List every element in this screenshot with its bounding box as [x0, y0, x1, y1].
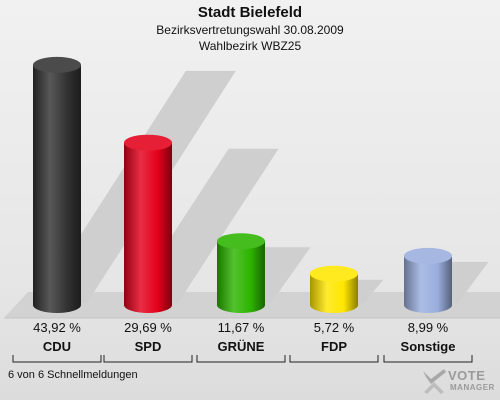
category-label: FDP: [321, 339, 347, 354]
value-label: 5,72 %: [314, 320, 355, 335]
footer-note: 6 von 6 Schnellmeldungen: [8, 369, 138, 381]
chart-subtitle-election: Bezirksvertretungswahl 30.08.2009: [156, 23, 344, 37]
logo-text-vote: VOTE: [448, 368, 486, 383]
category-label: CDU: [43, 339, 71, 354]
bars: [33, 56, 452, 314]
bar-spd: [124, 134, 172, 313]
value-label: 11,67 %: [218, 320, 265, 335]
bar-body: [310, 273, 358, 313]
bar-top: [217, 233, 265, 250]
bar-body: [33, 64, 81, 314]
logo-text-manager: MANAGER: [450, 383, 495, 392]
category-label: GRÜNE: [218, 339, 265, 354]
vote-check-icon: [423, 369, 446, 394]
category-bracket: [383, 355, 473, 363]
bar-top: [404, 247, 452, 264]
chart-subtitle-district: Wahlbezirk WBZ25: [198, 39, 302, 53]
chart-title: Stadt Bielefeld: [197, 4, 303, 21]
category-label: Sonstige: [401, 339, 456, 354]
bar-fdp: [310, 265, 358, 313]
category-bracket: [103, 355, 193, 363]
bar-grüne: [217, 233, 265, 313]
bar-top: [33, 56, 81, 73]
category-bracket: [12, 355, 102, 363]
bar-cdu: [33, 56, 81, 314]
category-label: SPD: [135, 339, 162, 354]
category-bracket: [289, 355, 379, 363]
bar-body: [217, 241, 265, 313]
value-label: 43,92 %: [33, 320, 81, 335]
bar-sonstige: [404, 247, 452, 313]
bar-body: [124, 142, 172, 313]
value-label: 29,69 %: [124, 320, 172, 335]
category-bracket: [196, 355, 286, 363]
value-label: 8,99 %: [408, 320, 449, 335]
bar-top: [310, 265, 358, 282]
bar-top: [124, 134, 172, 151]
bar-body: [404, 255, 452, 313]
labels: 43,92 % CDU 29,69 % SPD 11,67 % GRÜNE 5,72 % FD…: [12, 320, 473, 363]
vote-manager-logo: VOTE MANAGER: [420, 366, 496, 396]
